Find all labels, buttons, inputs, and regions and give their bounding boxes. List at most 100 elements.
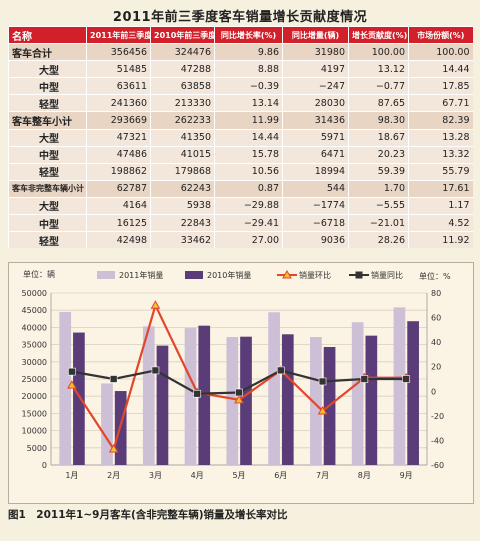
- marker-mom: [317, 405, 328, 415]
- marker-mom: [150, 300, 161, 309]
- table-cell: 47486: [86, 145, 151, 164]
- table-cell: 8.88: [214, 60, 283, 78]
- table-cell: 28030: [282, 94, 349, 112]
- bar-2010: [365, 335, 378, 465]
- left-tick-label: 40000: [22, 323, 47, 332]
- table-cell: 42498: [86, 231, 151, 249]
- bar-2011: [142, 326, 155, 465]
- table-cell: 262233: [150, 111, 215, 130]
- table-cell: 17.61: [408, 179, 473, 198]
- marker-yoy: [276, 366, 285, 375]
- row-name: 大型: [8, 60, 87, 78]
- legend-marker: [355, 271, 363, 279]
- table-cell: 6471: [282, 145, 349, 164]
- x-tick-label: 5月: [232, 471, 245, 480]
- bar-2011: [101, 383, 113, 465]
- table-cell: 20.23: [348, 145, 409, 164]
- table-cell: 18.67: [348, 128, 409, 147]
- table-cell: 198862: [86, 162, 151, 181]
- chart-panel: 0 5000 10000 15000 20000 25000 30000 35000 40000…: [8, 262, 474, 504]
- left-tick-label: 0: [42, 461, 47, 470]
- table-cell: 63611: [86, 77, 151, 95]
- left-tick-label: 45000: [22, 306, 47, 315]
- table-cell: 1.70: [348, 179, 409, 198]
- left-tick-label: 50000: [22, 289, 47, 298]
- legend-label: 销量环比: [299, 270, 331, 280]
- x-tick-label: 2月: [107, 471, 120, 480]
- right-tick-label: 60: [431, 314, 441, 323]
- marker-yoy: [318, 377, 327, 386]
- bar-2011: [268, 312, 280, 465]
- table-row: 客车合计 356456 324476 9.86 31980 100.00 100.00: [8, 43, 473, 61]
- x-tick-label: 8月: [358, 471, 371, 480]
- table-cell: 18994: [282, 162, 349, 181]
- header-market-share: 市场份额(%): [408, 25, 473, 44]
- left-tick-label: 20000: [22, 392, 47, 401]
- table-cell: 100.00: [408, 43, 473, 61]
- table-cell: 82.39: [408, 111, 473, 130]
- header-name: 名称: [8, 25, 87, 44]
- row-name: 客车合计: [8, 43, 87, 61]
- row-name: 客车整车小计: [8, 111, 87, 130]
- row-name: 中型: [8, 214, 87, 232]
- table-cell: −5.55: [348, 196, 409, 215]
- row-name: 客车非完整车辆小计: [8, 179, 87, 198]
- legend-swatch: [97, 271, 115, 279]
- contribution-table: 名称 2011年前三季度(辆) 2010年前三季度(辆) 同比增长率(%) 同比…: [8, 25, 473, 249]
- table-cell: 13.14: [214, 94, 283, 112]
- table-cell: 241360: [86, 94, 151, 112]
- table-cell: −29.41: [214, 214, 283, 232]
- table-cell: 62243: [150, 179, 215, 198]
- table-row: 中型 16125 22843 −29.41 −6718 −21.01 4.52: [8, 214, 473, 232]
- table-cell: 31980: [282, 43, 349, 61]
- header-2011: 2011年前三季度(辆): [86, 25, 151, 44]
- table-cell: 213330: [150, 94, 215, 112]
- right-tick-label: 0: [431, 387, 436, 396]
- combo-chart: 0 5000 10000 15000 20000 25000 30000 35000 40000…: [22, 269, 451, 480]
- page-title: 2011年前三季度客车销量增长贡献度情况: [112, 10, 368, 25]
- row-name: 中型: [8, 77, 87, 95]
- header-contribution: 增长贡献度(%): [348, 25, 409, 44]
- table-cell: 324476: [150, 43, 215, 61]
- bar-2010: [240, 336, 252, 465]
- table-cell: −0.77: [348, 77, 409, 95]
- table-cell: 27.00: [214, 231, 283, 249]
- table-cell: 11.92: [408, 231, 473, 249]
- legend-label: 2010年销量: [207, 270, 251, 280]
- marker-mom: [108, 444, 119, 453]
- left-axis-unit: 单位：辆: [23, 269, 55, 279]
- table-cell: 293669: [86, 111, 151, 130]
- table-cell: 10.56: [214, 162, 283, 181]
- bar-2010: [281, 334, 294, 465]
- table-cell: 55.79: [408, 162, 473, 181]
- table-cell: 51485: [86, 60, 151, 78]
- bar-2010: [156, 345, 169, 465]
- left-tick-label: 30000: [22, 358, 47, 367]
- row-name: 大型: [8, 196, 87, 215]
- table-cell: 15.78: [214, 145, 283, 164]
- x-tick-label: 1月: [65, 471, 78, 480]
- marker-yoy: [68, 367, 76, 376]
- table-cell: 544: [282, 179, 349, 198]
- right-tick-label: -40: [431, 436, 444, 445]
- row-name: 轻型: [8, 94, 87, 112]
- table-row: 大型 47321 41350 14.44 5971 18.67 13.28: [8, 128, 473, 147]
- table-cell: 5971: [282, 128, 349, 147]
- marker-yoy: [151, 366, 160, 375]
- marker-yoy: [109, 375, 118, 383]
- marker-yoy: [235, 388, 243, 397]
- table-row: 大型 4164 5938 −29.88 −1774 −5.55 1.17: [8, 196, 473, 215]
- right-tick-label: 40: [431, 338, 441, 347]
- table-cell: −0.39: [214, 77, 283, 95]
- table-cell: 14.44: [214, 128, 283, 147]
- bar-2011: [351, 322, 364, 465]
- table-cell: 63858: [150, 77, 215, 95]
- right-tick-label: -60: [431, 461, 444, 470]
- table-cell: 4.52: [408, 214, 473, 232]
- legend-marker: [282, 269, 292, 279]
- table-cell: 16125: [86, 214, 151, 232]
- left-tick-label: 35000: [22, 341, 47, 350]
- table-cell: 41350: [150, 128, 215, 147]
- x-tick-label: 6月: [274, 471, 287, 480]
